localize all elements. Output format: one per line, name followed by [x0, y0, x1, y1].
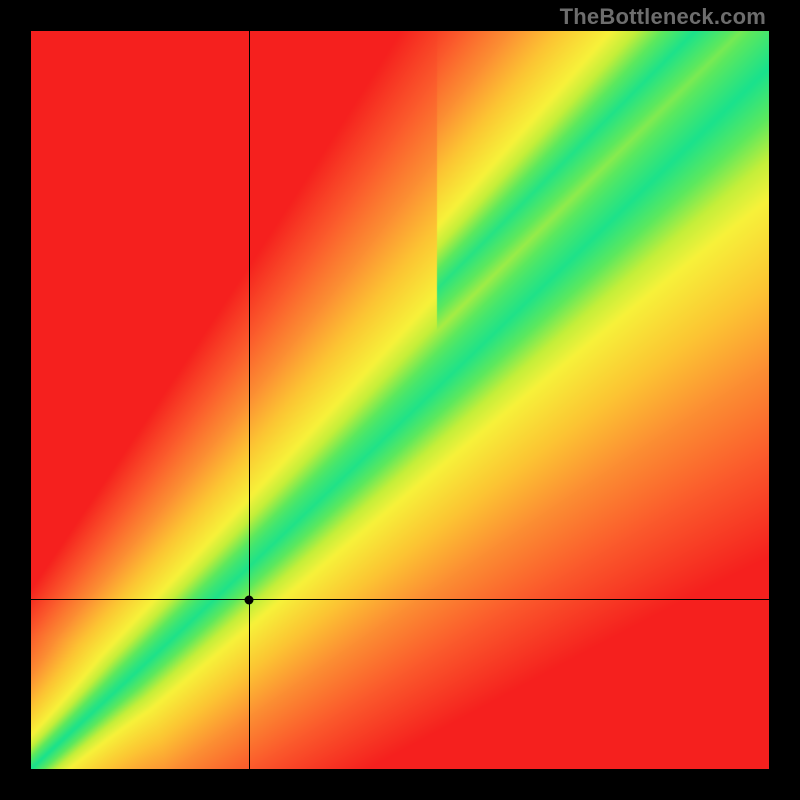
crosshair-horizontal	[31, 599, 769, 600]
heatmap-canvas	[31, 31, 769, 769]
plot-area	[31, 31, 769, 769]
crosshair-vertical	[249, 31, 250, 769]
chart-container: TheBottleneck.com	[0, 0, 800, 800]
watermark-text: TheBottleneck.com	[560, 4, 766, 30]
crosshair-marker	[245, 595, 254, 604]
